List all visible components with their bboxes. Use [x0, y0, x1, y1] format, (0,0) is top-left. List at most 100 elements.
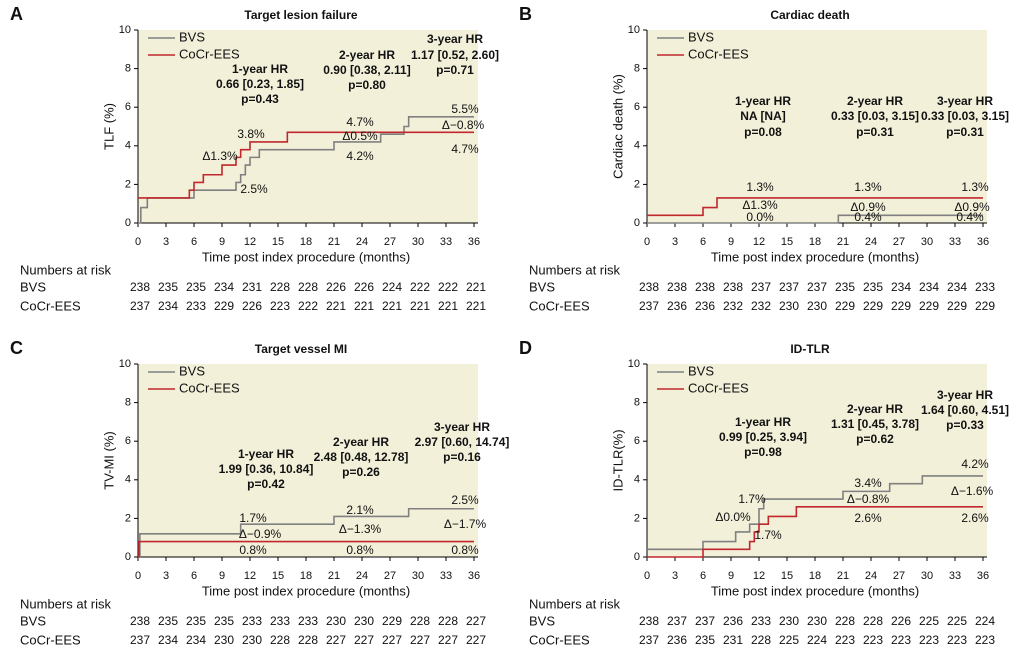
x-tick-label: 21	[328, 570, 340, 582]
y-tick-label: 4	[125, 474, 131, 486]
hazard-ratio: 1.99 [0.36, 10.84]	[219, 462, 314, 476]
rate-label: 3.8%	[237, 127, 265, 141]
rate-label: Δ−0.8%	[442, 118, 485, 132]
risk-count: 227	[466, 633, 486, 647]
risk-count: 238	[723, 280, 743, 294]
risk-count: 232	[723, 299, 743, 313]
rate-label: 1.3%	[854, 180, 882, 194]
x-axis-label: Time post index procedure (months)	[202, 249, 410, 264]
risk-count: 235	[214, 614, 234, 628]
x-tick-label: 33	[440, 236, 452, 248]
risk-count: 221	[382, 299, 402, 313]
risk-count: 238	[695, 280, 715, 294]
rate-label: Δ1.3%	[202, 149, 238, 163]
legend-label: CoCr-EES	[179, 46, 240, 61]
x-tick-label: 30	[412, 570, 424, 582]
x-tick-label: 3	[163, 570, 169, 582]
x-tick-label: 9	[219, 236, 225, 248]
rate-label: 1.7%	[754, 528, 782, 542]
y-axis-label: Cardiac death (%)	[610, 74, 625, 179]
x-tick-label: 24	[356, 236, 368, 248]
risk-row-name: CoCr-EES	[529, 298, 590, 313]
y-tick-label: 4	[634, 140, 640, 152]
y-tick-label: 2	[634, 178, 640, 190]
risk-title: Numbers at risk	[529, 596, 621, 611]
risk-count: 230	[326, 614, 346, 628]
panel-label: A	[10, 4, 23, 24]
risk-count: 225	[947, 614, 967, 628]
y-tick-label: 2	[125, 178, 131, 190]
x-tick-label: 18	[809, 236, 821, 248]
rate-label: 5.5%	[451, 102, 479, 116]
risk-count: 228	[270, 633, 290, 647]
risk-count: 226	[354, 280, 374, 294]
rate-label: 2.6%	[961, 511, 989, 525]
rate-label: 1.3%	[961, 180, 989, 194]
x-axis-label: Time post index procedure (months)	[711, 249, 919, 264]
risk-count: 223	[835, 633, 855, 647]
rate-label: 4.2%	[961, 457, 989, 471]
risk-count: 229	[382, 614, 402, 628]
km-curve	[647, 214, 983, 224]
hazard-ratio: 2-year HR	[847, 94, 903, 108]
risk-count: 228	[410, 614, 430, 628]
risk-count: 221	[354, 299, 374, 313]
risk-count: 226	[891, 614, 911, 628]
hazard-ratio: 3-year HR	[427, 32, 483, 46]
hazard-ratio: 3-year HR	[434, 420, 490, 434]
chart-title: Target vessel MI	[255, 342, 347, 356]
risk-count: 238	[667, 280, 687, 294]
risk-title: Numbers at risk	[20, 262, 112, 277]
hazard-ratio: p=0.33	[946, 418, 984, 432]
x-tick-label: 27	[384, 236, 396, 248]
risk-count: 224	[382, 280, 402, 294]
rate-label: Δ−1.7%	[444, 517, 487, 531]
y-tick-label: 6	[634, 435, 640, 447]
chart-title: ID-TLR	[790, 342, 830, 356]
risk-count: 236	[723, 614, 743, 628]
rate-label: 4.2%	[346, 149, 374, 163]
risk-count: 238	[639, 614, 659, 628]
x-tick-label: 12	[753, 236, 765, 248]
hazard-ratio: 3-year HR	[937, 94, 993, 108]
x-tick-label: 30	[921, 570, 933, 582]
rate-label: 1.3%	[746, 180, 774, 194]
x-tick-label: 6	[700, 570, 706, 582]
x-tick-label: 33	[949, 570, 961, 582]
risk-count: 230	[354, 614, 374, 628]
hazard-ratio: 2-year HR	[339, 48, 395, 62]
rate-label: 2.1%	[346, 503, 374, 517]
chart-title: Cardiac death	[770, 8, 849, 22]
risk-count: 233	[975, 280, 995, 294]
risk-count: 228	[270, 280, 290, 294]
x-tick-label: 24	[356, 570, 368, 582]
hazard-ratio: 1-year HR	[232, 62, 288, 76]
risk-count: 235	[835, 280, 855, 294]
risk-row-name: BVS	[529, 613, 555, 628]
km-curve	[647, 506, 983, 558]
rate-label: 0.8%	[239, 543, 267, 557]
legend-label: BVS	[688, 29, 714, 44]
x-tick-label: 15	[781, 570, 793, 582]
risk-count: 227	[354, 633, 374, 647]
risk-count: 228	[863, 614, 883, 628]
x-tick-label: 6	[191, 236, 197, 248]
risk-count: 233	[242, 614, 262, 628]
risk-count: 226	[326, 280, 346, 294]
risk-count: 230	[807, 614, 827, 628]
legend-label: BVS	[179, 29, 205, 44]
x-tick-label: 9	[728, 236, 734, 248]
y-tick-label: 10	[119, 358, 131, 370]
risk-count: 237	[667, 614, 687, 628]
hazard-ratio: NA [NA]	[740, 109, 786, 123]
x-tick-label: 0	[135, 570, 141, 582]
rate-label: Δ0.5%	[342, 129, 378, 143]
hazard-ratio: 2-year HR	[847, 402, 903, 416]
risk-count: 237	[130, 633, 150, 647]
y-tick-label: 0	[634, 551, 640, 563]
hazard-ratio: p=0.98	[744, 445, 782, 459]
x-tick-label: 6	[700, 236, 706, 248]
risk-count: 234	[214, 280, 234, 294]
y-tick-label: 8	[634, 397, 640, 409]
